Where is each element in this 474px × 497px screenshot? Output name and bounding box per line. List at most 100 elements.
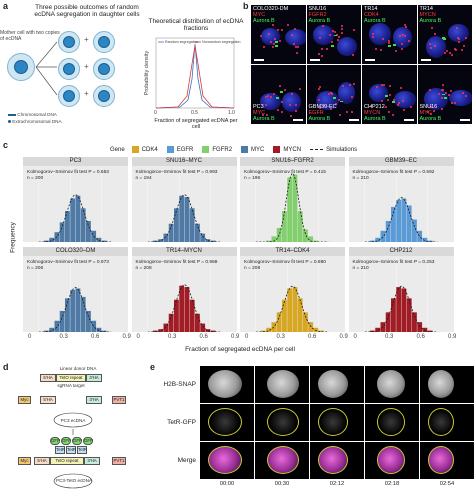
histogram-svg bbox=[363, 257, 437, 332]
ecdna-fish-dot bbox=[317, 52, 320, 55]
x-tick-label: 0.9 bbox=[448, 334, 457, 340]
x-tick-label: 0.3 bbox=[59, 334, 68, 340]
panel-c-ylabel: Frequency bbox=[9, 222, 17, 253]
ecdna-circles bbox=[53, 412, 93, 489]
ecdna-fish-dot bbox=[327, 92, 330, 95]
microscopy-tile: SNU16 MYC Aurora B bbox=[417, 65, 472, 124]
ecdna-fish-dot bbox=[349, 84, 352, 87]
theoretical-distribution-plot bbox=[155, 37, 235, 109]
ecdna-fish-dot bbox=[430, 112, 433, 115]
panel-e-letter: e bbox=[150, 362, 156, 372]
tile-marker-label: Aurora B bbox=[308, 18, 331, 24]
legend-item-myc: MYC bbox=[241, 146, 264, 153]
mother-cell bbox=[7, 53, 35, 81]
microscopy-tile: COLO320-DM MYC Aurora B bbox=[251, 5, 306, 64]
nucleus-outline bbox=[377, 370, 405, 398]
gfp-4: GFP bbox=[83, 437, 94, 445]
aurora-b-mark bbox=[391, 101, 395, 103]
ecdna-fish-dot bbox=[272, 92, 275, 95]
ecdna-fish-dot bbox=[334, 30, 337, 33]
x-tick-label: 0 bbox=[28, 334, 32, 340]
histogram-bar bbox=[427, 330, 433, 332]
x-tick-label: 0.3 bbox=[385, 334, 394, 340]
sample-size-text: n = 200 bbox=[27, 176, 44, 181]
ecdna-fish-dot bbox=[294, 110, 297, 112]
timelapse-time-label: 00:00 bbox=[219, 481, 235, 487]
histogram-facet: PC3 Kolmogorov–Smirnov fit test P = 0.653… bbox=[23, 157, 128, 242]
ecdna-fish-dot bbox=[262, 113, 265, 116]
histogram-facet: SNU16–MYC Kolmogorov–Smirnov fit test P =… bbox=[131, 157, 237, 242]
timelapse-tile bbox=[255, 366, 309, 403]
panel-a-right-title: Theoretical distribution of ecDNA fracti… bbox=[148, 18, 244, 33]
donor-teto: TetO repeat bbox=[56, 374, 86, 382]
simulation-curve bbox=[38, 194, 112, 242]
scale-bar bbox=[459, 119, 470, 121]
facet-title: COLO320–DM bbox=[23, 247, 128, 256]
x-tick-label: 0.9 bbox=[339, 334, 348, 340]
histogram-bar bbox=[369, 330, 375, 332]
ks-test-text: Kolmogorov–Smirnov fit test P = 0.415 bbox=[244, 170, 326, 175]
microscopy-tile: CHP212 MYCN Aurora B bbox=[362, 65, 417, 124]
ecdna-fish-dot bbox=[318, 85, 321, 88]
ecdna-fish-dot bbox=[372, 36, 375, 39]
legend-swatch-cdk4 bbox=[131, 146, 139, 153]
ecdna-fish-dot bbox=[341, 31, 344, 34]
sample-size-text: n = 196 bbox=[244, 176, 261, 181]
histogram-bar bbox=[49, 327, 55, 332]
histogram-bar bbox=[44, 330, 49, 332]
ecdna-fish-dot bbox=[321, 54, 324, 57]
ecdna-fish-dot bbox=[264, 96, 267, 99]
histogram-bar bbox=[308, 322, 314, 332]
ecdna-fish-dot bbox=[403, 24, 406, 27]
histogram-bar bbox=[406, 298, 412, 332]
ecdna-fish-dot bbox=[443, 51, 446, 54]
timelapse-tile bbox=[420, 404, 474, 441]
ecdna-fish-dot bbox=[381, 37, 384, 40]
histogram-bar bbox=[308, 236, 314, 242]
plus-sign: + bbox=[84, 89, 89, 98]
x-tick-label: 0.6 bbox=[199, 334, 208, 340]
histogram-bar bbox=[401, 288, 406, 332]
ecdna-fish-dot bbox=[336, 33, 339, 36]
ecdna-fish-dot bbox=[441, 88, 444, 91]
histogram-bar bbox=[303, 312, 308, 332]
timelapse-tile bbox=[255, 442, 309, 479]
plot-xtick: 0.5 bbox=[191, 110, 198, 116]
histogram-bar bbox=[390, 206, 396, 242]
histogram-bar bbox=[385, 312, 391, 332]
tile-gene-label: FGFR2 bbox=[308, 12, 327, 18]
ecdna-fish-dot bbox=[271, 46, 274, 49]
ecdna-fish-dot bbox=[447, 94, 450, 97]
ecdna-fish-dot bbox=[441, 84, 444, 87]
ecdna-fish-dot bbox=[337, 99, 340, 102]
ecdna-fish-dot bbox=[404, 25, 407, 28]
histogram-bar bbox=[313, 327, 319, 332]
timelapse-tile bbox=[310, 404, 364, 441]
ecdna-fish-dot bbox=[290, 114, 293, 117]
legend-swatch-myc bbox=[241, 146, 249, 153]
donor-3ha: 3′HA bbox=[86, 374, 102, 382]
histogram-bar bbox=[157, 329, 163, 332]
daughter-nucleus bbox=[98, 63, 110, 75]
ecdna-fish-dot bbox=[449, 51, 452, 54]
facet-title: GBM39–EC bbox=[348, 157, 454, 166]
simulation-curve bbox=[255, 285, 329, 332]
ecdna-fish-dot bbox=[387, 41, 390, 44]
donor-5ha: 5′HA bbox=[40, 374, 56, 382]
histogram-bar bbox=[427, 240, 433, 242]
histogram-bar bbox=[49, 237, 55, 242]
x-tick-label: 0.3 bbox=[168, 334, 177, 340]
ecdna-fish-dot bbox=[403, 108, 406, 111]
ecdna-fish-dot bbox=[404, 34, 407, 37]
nucleus-blob bbox=[336, 36, 358, 56]
ecdna-fish-dot bbox=[458, 40, 461, 43]
histogram-bar bbox=[292, 287, 298, 332]
panel-a-left-title: Three possible outcomes of random ecDNA … bbox=[34, 4, 140, 19]
facet-title: TR14–MYCN bbox=[131, 247, 237, 256]
simulation-curve bbox=[147, 194, 220, 242]
ecdna-fish-dot bbox=[277, 108, 280, 111]
ecdna-fish-dot bbox=[332, 30, 335, 33]
ecdna-fish-dot bbox=[433, 33, 436, 36]
ecdna-fish-dot bbox=[408, 39, 411, 42]
scale-bar bbox=[348, 119, 359, 121]
